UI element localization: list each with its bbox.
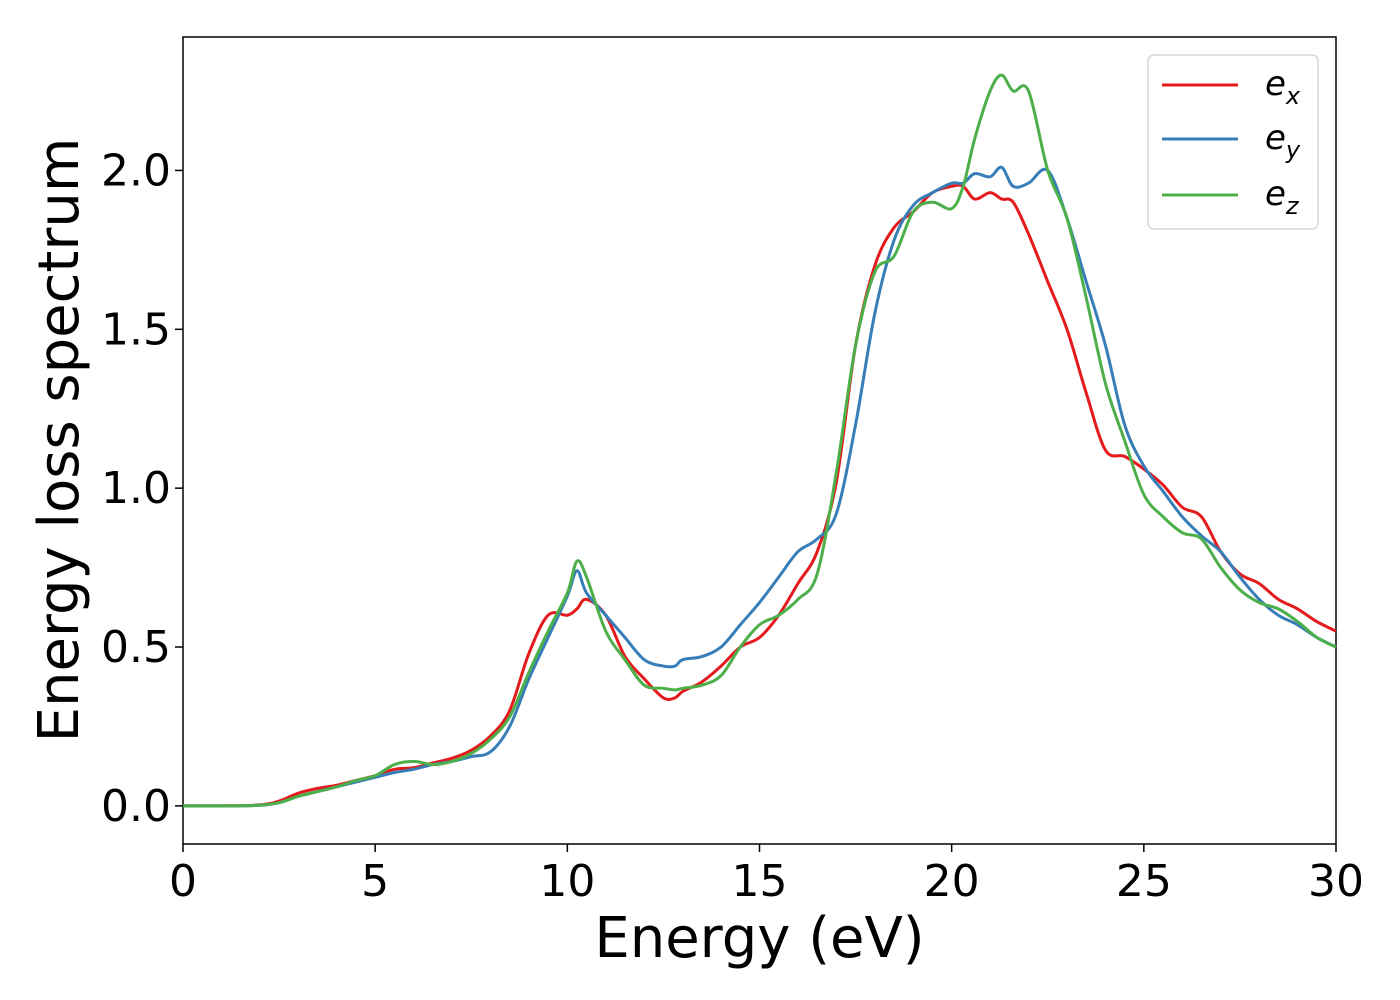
legend-box <box>1147 54 1319 230</box>
legend-label-x: ex <box>1265 64 1301 110</box>
series-line-y <box>182 165 1337 808</box>
legend-label-z: ez <box>1265 174 1300 220</box>
y-tick-label: 1.0 <box>101 463 171 514</box>
y-tick-label: 0.5 <box>101 622 171 673</box>
x-tick-label: 20 <box>924 856 980 907</box>
x-tick-label: 5 <box>361 856 389 907</box>
y-ticks: 0.0 0.5 1.0 1.5 2.0 <box>101 145 183 832</box>
x-tick-label: 30 <box>1308 856 1364 907</box>
y-tick-label: 2.0 <box>101 145 171 196</box>
x-ticks: 0 5 10 15 20 25 30 <box>169 844 1364 907</box>
y-tick-label: 1.5 <box>101 304 171 355</box>
x-tick-label: 0 <box>169 856 197 907</box>
x-tick-label: 25 <box>1116 856 1172 907</box>
legend-entries: ex ey ez <box>1162 64 1301 220</box>
x-tick-label: 15 <box>732 856 788 907</box>
y-axis-label: Energy loss spectrum <box>27 138 92 743</box>
x-tick-label: 10 <box>539 856 595 907</box>
series-line-z <box>182 73 1337 808</box>
series-layer <box>182 73 1337 808</box>
legend-label-y: ey <box>1265 118 1301 164</box>
y-tick-label: 0.0 <box>101 781 171 832</box>
x-axis-label: Energy (eV) <box>594 906 924 971</box>
legend: ex ey ez <box>1147 54 1319 230</box>
series-line-x <box>182 183 1337 808</box>
